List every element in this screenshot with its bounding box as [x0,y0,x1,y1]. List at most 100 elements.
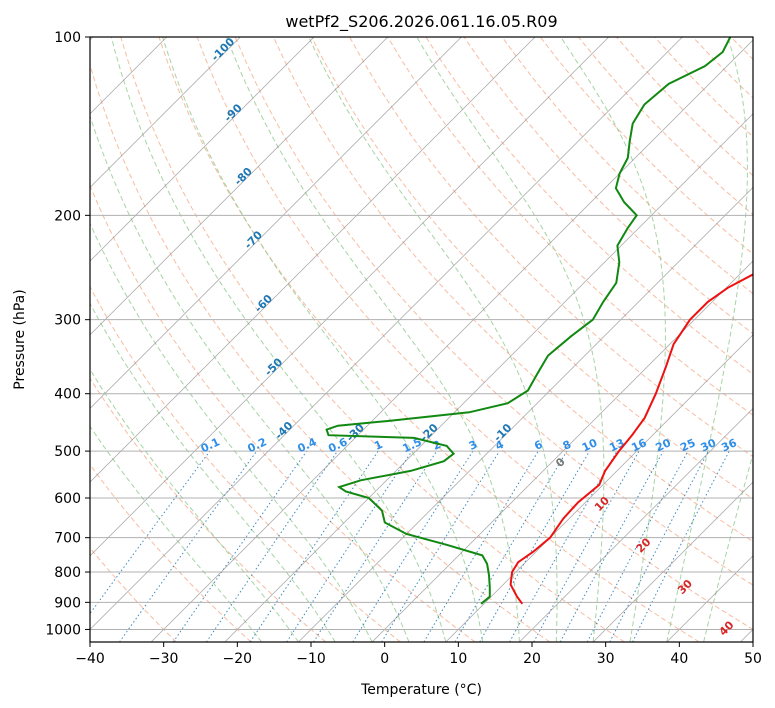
x-tick-label: 20 [523,651,541,667]
isotherm-line [519,407,753,642]
dry-adiabat [769,37,775,642]
isotherm-line [224,113,753,642]
moist-adiabat [226,37,520,642]
y-axis-ticks: 100 200 300 400 500 600 700 800 900 1000 [45,30,90,638]
dry-adiabat [234,37,753,586]
mixing-ratio-line [352,450,474,642]
mixing-ratio-label: 1 [372,438,384,453]
pressure-gridlines [90,36,753,630]
mixing-ratio-label: 30 [699,436,719,454]
mixing-ratio-line [286,450,413,642]
moist-adiabat [162,37,484,642]
mixing-ratio-line [205,450,338,642]
dry-adiabat [425,37,753,375]
mixing-ratio-line [423,450,539,642]
isotherm-label: -40 [272,419,295,442]
y-tick-label: 600 [54,491,81,507]
mixing-ratio-label: 20 [654,436,674,454]
x-tick-label: −30 [149,651,179,667]
mixing-ratio-line [381,450,500,642]
x-axis-ticks: −40 −30 −20 −10 0 10 20 30 40 50 [75,642,762,667]
moist-adiabat [416,37,605,642]
isotherm-label: -80 [232,165,255,188]
moist-adiabat [308,37,558,642]
dry-adiabat [120,37,625,642]
moist-adiabat [90,222,373,642]
mixing-ratio-line [559,450,664,642]
mixing-ratio-line [172,450,308,642]
isotherm-label: -50 [262,355,285,378]
mixing-ratio-label: 0.1 [199,435,222,455]
moist-adiabat-label: 40 [717,618,737,638]
moist-adiabat-label: 10 [592,494,612,514]
mixing-ratio-label: 10 [580,436,600,454]
chart-title: wetPf2_S206.2026.061.16.05.R09 [285,12,557,32]
dry-adiabat [501,37,753,295]
isotherm-line [592,481,753,642]
isotherm-line [90,37,536,483]
mixing-ratio-label: 0.2 [246,435,269,455]
y-tick-label: 500 [54,444,81,460]
dry-adiabat [387,37,753,416]
y-tick-label: 900 [54,595,81,611]
x-tick-label: 40 [670,651,688,667]
dry-adiabat [158,37,700,642]
isotherm-line [371,260,753,642]
x-tick-label: 50 [744,651,762,667]
dry-adiabat [349,37,753,458]
moist-adiabat [90,302,336,642]
isotherm-label: -70 [242,228,265,251]
mixing-ratio-line [533,450,640,642]
isotherm-line [90,37,683,631]
moist-adiabat [703,452,753,642]
y-tick-label: 700 [54,531,81,547]
background-lines [90,37,775,642]
mixing-ratio-label: 13 [607,436,626,454]
mixing-ratio-line [509,450,618,642]
dry-adiabat [90,547,177,642]
mixing-ratio-line [454,450,568,642]
isotherm-line [90,37,389,336]
dry-adiabat [90,184,476,642]
plot-frame [89,36,754,643]
dry-adiabat [272,37,753,543]
dewpoint-profile-line [325,37,732,605]
dry-adiabat [692,37,753,99]
dry-adiabat [196,37,753,630]
dry-adiabat [311,37,753,500]
isotherm-label: -100 [209,35,238,64]
temperature-profile-line [509,273,753,605]
isotherm-line [90,37,462,410]
mixing-ratio-label: 36 [719,436,739,454]
isotherm-line [90,37,610,557]
profile-series [325,37,753,605]
dry-adiabat [90,62,551,642]
x-tick-label: 10 [449,651,467,667]
moist-adiabat-label: 20 [634,535,654,555]
y-tick-label: 800 [54,565,81,581]
dry-adiabat [654,37,753,138]
y-tick-label: 200 [54,208,81,224]
y-tick-label: 300 [54,313,81,329]
mixing-ratio-label: 16 [629,436,649,454]
mixing-ratio-line [119,450,258,642]
mixing-ratio-line [609,450,709,642]
mixing-ratio-line [632,450,730,642]
x-tick-label: −40 [75,651,105,667]
isotherm-line [90,37,241,189]
y-tick-label: 400 [54,387,81,403]
dry-adiabat [90,377,327,642]
x-tick-label: 30 [597,651,615,667]
y-tick-label: 100 [54,30,81,46]
mixing-ratio-line [313,450,438,642]
moist-adiabat-label: 0 [553,455,568,470]
moist-adiabat [560,37,666,642]
mixing-ratio-line [249,450,379,642]
mixing-ratio-label: 25 [678,436,697,454]
moist-adiabat [666,37,748,642]
x-axis-label: Temperature (°C) [360,682,482,698]
isotherm-line [666,555,753,642]
moist-adiabat-labels: 0 10 20 30 40 [553,455,737,639]
y-axis-label: Pressure (hPa) [12,289,28,389]
